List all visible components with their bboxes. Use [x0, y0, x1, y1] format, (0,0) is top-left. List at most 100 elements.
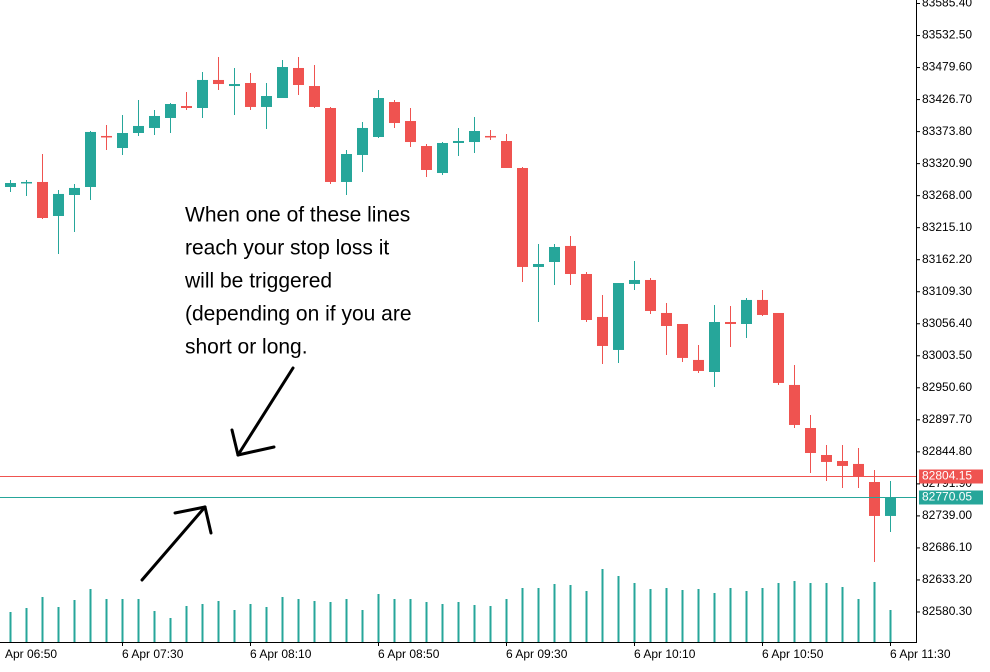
- y-tick-label: 83003.50: [922, 348, 972, 362]
- candle-body: [213, 79, 224, 85]
- candle-body: [197, 79, 208, 108]
- x-tick-label: Apr 06:50: [5, 647, 57, 661]
- candle-body: [421, 146, 432, 170]
- y-tick-label: 83479.60: [922, 60, 972, 74]
- candle-body: [453, 140, 464, 143]
- x-tick-label: 6 Apr 08:10: [250, 647, 312, 661]
- candle-body: [629, 279, 640, 284]
- x-tick-label: 6 Apr 10:50: [762, 647, 824, 661]
- candle-body: [693, 359, 704, 371]
- candle-body: [149, 115, 160, 128]
- candle-body: [501, 140, 512, 168]
- y-tick-label: 83268.00: [922, 188, 972, 202]
- arrow-head: [236, 445, 276, 457]
- candle-body: [85, 131, 96, 188]
- y-tick-label: 83162.20: [922, 252, 972, 266]
- y-tick-label: 82580.30: [922, 604, 972, 618]
- candle-body: [293, 67, 304, 85]
- candle-body: [309, 86, 320, 107]
- candle-body: [229, 84, 240, 87]
- price-tag: [919, 469, 983, 484]
- candle-body: [341, 154, 352, 182]
- y-tick-label: 83585.40: [922, 0, 972, 10]
- y-tick-label: 83056.40: [922, 316, 972, 330]
- arrow-down: [230, 366, 295, 457]
- candle-body: [485, 135, 496, 138]
- y-tick-label: 83532.50: [922, 28, 972, 42]
- candle-body: [69, 187, 80, 195]
- annotation-line: short or long.: [185, 336, 308, 359]
- candle-body: [5, 183, 16, 188]
- candle-body: [533, 264, 544, 267]
- arrow-head: [203, 505, 213, 535]
- candle-body: [517, 167, 528, 267]
- arrow-shaft: [236, 366, 295, 457]
- candle-body: [261, 96, 272, 107]
- candle-body: [373, 98, 384, 137]
- candle-body: [549, 246, 560, 263]
- candle-body: [869, 481, 880, 516]
- candle-body: [853, 463, 864, 477]
- x-tick-label: 6 Apr 10:10: [634, 647, 696, 661]
- candle-body: [613, 283, 624, 350]
- candle-body: [165, 104, 176, 118]
- candle-body: [645, 279, 656, 311]
- candle-body: [357, 127, 368, 155]
- price-tag: [919, 490, 983, 505]
- candle-body: [565, 245, 576, 274]
- annotation-line: When one of these lines: [185, 204, 410, 227]
- y-tick-label: 83373.80: [922, 124, 972, 138]
- candle-body: [821, 454, 832, 462]
- candle-body: [773, 312, 784, 383]
- candle-body: [741, 299, 752, 324]
- candle-body: [53, 193, 64, 216]
- y-tick-label: 82633.20: [922, 572, 972, 586]
- candle-body: [885, 497, 896, 516]
- x-tick-label: 6 Apr 09:30: [506, 647, 568, 661]
- candle-body: [757, 299, 768, 315]
- candle-body: [789, 384, 800, 425]
- y-tick-label: 83320.90: [922, 156, 972, 170]
- x-tick-label: 6 Apr 11:30: [890, 647, 951, 661]
- arrow-shaft: [140, 505, 207, 582]
- price-tag-label: 82804.15: [922, 469, 972, 483]
- candle-body: [181, 106, 192, 108]
- arrow-head: [173, 505, 207, 515]
- candle-body: [405, 121, 416, 143]
- candle-body: [389, 102, 400, 124]
- y-tick-label: 82950.60: [922, 380, 972, 394]
- y-tick-label: 83426.70: [922, 92, 972, 106]
- candle-body: [101, 135, 112, 138]
- candle-body: [805, 428, 816, 454]
- candle-body: [469, 131, 480, 143]
- y-tick-label: 82844.80: [922, 444, 972, 458]
- x-tick-label: 6 Apr 07:30: [122, 647, 184, 661]
- candle-body: [837, 460, 848, 466]
- candle-body: [661, 312, 672, 326]
- candle-body: [709, 321, 720, 373]
- y-tick-label: 82686.10: [922, 540, 972, 554]
- candle-body: [133, 125, 144, 134]
- candle-body: [21, 181, 32, 184]
- candle-body: [245, 82, 256, 107]
- candle-body: [725, 321, 736, 324]
- x-tick-label: 6 Apr 08:50: [378, 647, 440, 661]
- y-tick-label: 83109.30: [922, 284, 972, 298]
- y-tick-label: 82897.70: [922, 412, 972, 426]
- arrow-head: [230, 428, 240, 457]
- candle-body: [437, 142, 448, 174]
- candle-body: [581, 273, 592, 321]
- candle-body: [117, 133, 128, 149]
- y-tick-label: 82739.00: [922, 508, 972, 522]
- candle-body: [597, 316, 608, 346]
- price-tag-label: 82770.05: [922, 490, 972, 504]
- candle-body: [325, 107, 336, 182]
- annotation: When one of these lines reach your stop l…: [184, 204, 412, 359]
- candle-body: [677, 323, 688, 358]
- arrow-up: [140, 505, 213, 582]
- candle-body: [37, 181, 48, 218]
- annotation-line: (depending on if you are: [185, 303, 412, 326]
- candle-body: [277, 67, 288, 99]
